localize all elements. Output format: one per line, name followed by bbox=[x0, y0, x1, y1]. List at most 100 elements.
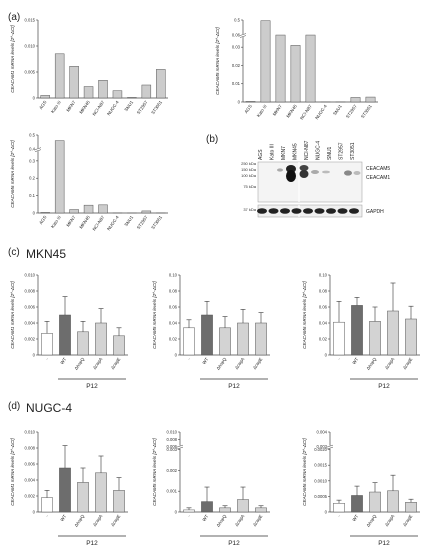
x-tick-label: ΔcagA bbox=[384, 514, 396, 528]
blot-lane-label: ST3051 bbox=[350, 142, 356, 160]
axis-break-mark bbox=[34, 147, 42, 150]
y-tick-label: 0.010 bbox=[25, 430, 36, 435]
gapdh-band bbox=[257, 208, 267, 214]
x-tick-label: MKN7 bbox=[272, 103, 283, 116]
y-tick-label: 0.004 bbox=[25, 478, 36, 483]
y-tick-label: 0.015 bbox=[25, 18, 36, 23]
y-axis-label: CEACAM6 mRNA levels [2^-ΔCt] bbox=[302, 437, 307, 505]
axis-break-mark bbox=[326, 446, 334, 450]
x-tick-label: WT bbox=[59, 513, 67, 522]
bar-cagA bbox=[387, 310, 399, 356]
x-tick-label: ΔhopQ bbox=[215, 356, 227, 371]
x-tick-label: ΔcagE bbox=[402, 357, 414, 371]
x-tick-label: ST2957 bbox=[136, 214, 149, 230]
blot-lane-label: AGS bbox=[258, 149, 264, 160]
axis-break bbox=[240, 34, 246, 38]
y-tick-label: 0.02 bbox=[232, 63, 241, 68]
bar- bbox=[333, 321, 345, 356]
blot-lane-label: ST2957 bbox=[339, 142, 345, 160]
bar-SNU1 bbox=[127, 97, 137, 99]
x-tick-label: MKN7 bbox=[65, 214, 76, 227]
bar-ST3051 bbox=[365, 96, 376, 103]
row-c-title: MKN45 bbox=[26, 247, 67, 261]
bar-MKN45 bbox=[83, 204, 94, 214]
x-tick-label: ΔhopQ bbox=[365, 356, 377, 371]
bar-hopQ bbox=[219, 327, 231, 356]
group-label-p12: P12 bbox=[86, 383, 98, 390]
gapdh-band bbox=[337, 208, 348, 214]
y-tick-label: 0 bbox=[175, 353, 178, 358]
bar-cagE bbox=[405, 318, 417, 356]
y-axis-label: CEACAM6 mRNA levels [2^-ΔCt] bbox=[10, 139, 15, 207]
gapdh-band bbox=[314, 208, 325, 214]
bar-hopQ bbox=[77, 331, 89, 356]
axis-break-mark bbox=[239, 33, 247, 36]
y-tick-label: 0.008 bbox=[167, 437, 178, 442]
bar-ST2957 bbox=[141, 84, 152, 99]
bar-AGS bbox=[245, 101, 256, 103]
x-tick-label: - bbox=[44, 356, 49, 361]
x-tick-label: NCI-N87 bbox=[91, 99, 105, 116]
y-tick-label: 0.2 bbox=[29, 176, 35, 181]
y-tick-label: 0 bbox=[238, 100, 241, 105]
gapdh-band bbox=[268, 208, 279, 214]
y-tick-label: 0.02 bbox=[169, 337, 178, 342]
bar-AGS bbox=[40, 212, 50, 214]
bar- bbox=[183, 327, 195, 356]
y-tick-label: 0.04 bbox=[319, 321, 328, 326]
axis-break bbox=[327, 445, 333, 449]
y-tick-label: 0.5 bbox=[29, 133, 35, 138]
x-tick-label: WT bbox=[351, 513, 359, 522]
y-tick-label: 0.004 bbox=[317, 430, 328, 435]
y-axis-label: CEACAM6 mRNA levels [2^-ΔCt] bbox=[302, 280, 307, 348]
bar-WT bbox=[59, 314, 71, 356]
blot-lane-label: MKN7 bbox=[281, 146, 287, 160]
x-tick-label: ΔcagE bbox=[252, 514, 264, 528]
x-tick-label: NCI-N87 bbox=[91, 214, 105, 231]
bar-NUGC4 bbox=[112, 90, 123, 99]
x-tick-label: ΔhopQ bbox=[365, 513, 377, 528]
bar-ST2957 bbox=[350, 97, 361, 103]
y-tick-label: 0.003 bbox=[317, 444, 328, 449]
bar-hopQ bbox=[369, 491, 381, 513]
x-tick-label: ST3051 bbox=[150, 99, 163, 115]
group-label-p12: P12 bbox=[86, 540, 98, 547]
bar-cagE bbox=[255, 322, 267, 356]
bar-WT bbox=[59, 467, 71, 513]
x-tick-label: Kato III bbox=[256, 104, 268, 118]
y-tick-label: 0 bbox=[33, 510, 36, 515]
panel-c-label: (c) bbox=[8, 247, 20, 258]
bar-MKN45 bbox=[83, 86, 94, 99]
y-tick-label: 0 bbox=[33, 96, 36, 101]
x-tick-label: ΔcagA bbox=[92, 357, 104, 371]
row-d-title: NUGC-4 bbox=[26, 401, 73, 415]
bar-NCIN87 bbox=[98, 80, 108, 99]
y-tick-label: 0.003 bbox=[167, 447, 178, 452]
x-tick-label: ST2957 bbox=[136, 99, 149, 115]
y-tick-label: 0.02 bbox=[319, 337, 328, 342]
y-tick-label: 0.5 bbox=[234, 18, 240, 23]
y-tick-label: 0.0015 bbox=[314, 463, 327, 468]
x-tick-label: SNU1 bbox=[123, 99, 134, 112]
y-tick-label: 0.010 bbox=[25, 273, 36, 278]
chart-d1: 0 0.002 0.004 0.006 0.008 0.010 CEACAM1 mRNA l… bbox=[10, 430, 128, 547]
bar-WT bbox=[201, 314, 213, 356]
ceacam5-band-label: CEACAM5 bbox=[366, 166, 390, 172]
bar-NCIN87 bbox=[305, 34, 316, 103]
y-axis-label: CEACAM5 mRNA levels [2^-ΔCt] bbox=[152, 280, 157, 348]
y-tick-label: 0.006 bbox=[25, 462, 36, 467]
bar-cagA bbox=[387, 490, 399, 513]
group-label-p12: P12 bbox=[228, 383, 240, 390]
chart-c2: 0 0.02 0.04 0.06 0.08 0.10 CEACAM5 mRNA levels… bbox=[152, 273, 270, 390]
bar-cagA bbox=[95, 472, 107, 513]
mw-marker-label: 75 kDa bbox=[243, 184, 256, 189]
panel-b-label: (b) bbox=[206, 134, 219, 145]
bar-cagE bbox=[113, 335, 125, 356]
gapdh-band bbox=[349, 208, 359, 214]
y-tick-label: 0.4 bbox=[29, 147, 35, 152]
bar- bbox=[41, 497, 53, 513]
x-tick-label: AGS bbox=[243, 104, 252, 115]
axis-break bbox=[177, 445, 183, 449]
y-tick-label: 0.10 bbox=[319, 273, 328, 278]
